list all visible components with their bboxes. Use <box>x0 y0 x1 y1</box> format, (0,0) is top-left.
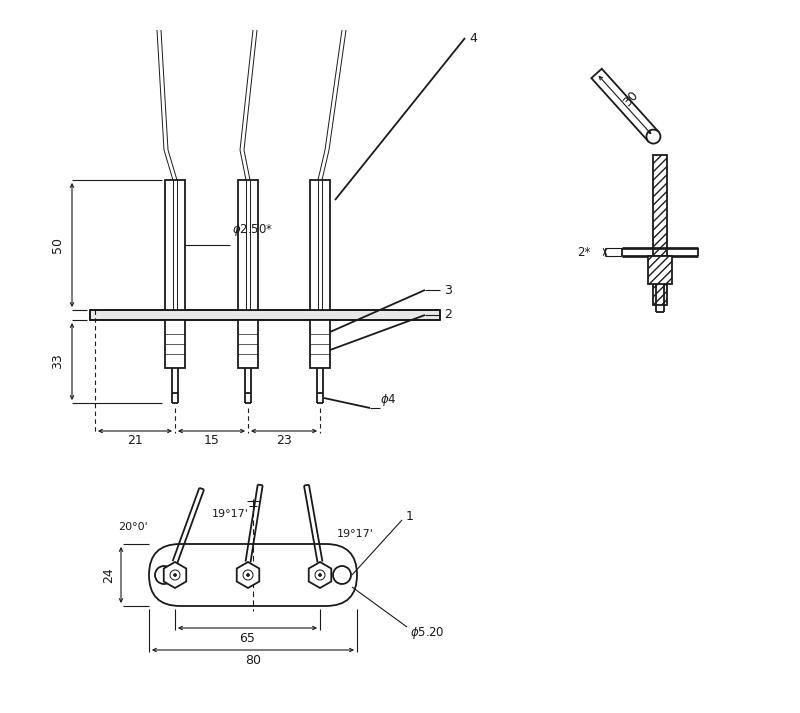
Bar <box>238 320 258 368</box>
Bar <box>648 256 672 284</box>
Text: 2: 2 <box>444 309 452 322</box>
Text: 20°0': 20°0' <box>118 522 148 532</box>
Bar <box>310 180 330 310</box>
Text: 80: 80 <box>245 655 261 667</box>
Bar <box>238 180 258 310</box>
Circle shape <box>170 570 180 580</box>
Circle shape <box>243 570 253 580</box>
Text: 24: 24 <box>102 567 115 583</box>
Polygon shape <box>164 562 186 588</box>
Text: 4: 4 <box>469 31 477 44</box>
Circle shape <box>315 570 325 580</box>
Circle shape <box>174 573 177 577</box>
Text: $\phi$4: $\phi$4 <box>380 392 397 408</box>
Circle shape <box>646 130 661 143</box>
Text: 23: 23 <box>276 434 292 448</box>
Bar <box>653 155 667 305</box>
Bar <box>310 320 330 368</box>
Text: 21: 21 <box>127 434 143 448</box>
Circle shape <box>318 573 322 577</box>
Circle shape <box>155 566 173 584</box>
Text: 19°17': 19°17' <box>337 529 374 539</box>
Bar <box>90 310 440 320</box>
Text: 65: 65 <box>239 632 255 645</box>
Circle shape <box>246 573 250 577</box>
Text: 2*: 2* <box>578 245 591 259</box>
Text: 3: 3 <box>444 284 452 297</box>
Polygon shape <box>309 562 331 588</box>
Text: $\phi$2.50*: $\phi$2.50* <box>232 222 274 238</box>
Bar <box>165 320 185 368</box>
Circle shape <box>333 566 351 584</box>
Text: 1: 1 <box>406 511 414 523</box>
FancyBboxPatch shape <box>149 544 357 606</box>
Polygon shape <box>591 68 658 141</box>
Text: 50: 50 <box>51 237 65 253</box>
Text: 30: 30 <box>621 88 641 109</box>
Text: 33: 33 <box>51 354 65 369</box>
Bar <box>165 180 185 310</box>
Text: $\phi$5.20: $\phi$5.20 <box>410 625 445 641</box>
Polygon shape <box>237 562 259 588</box>
Text: 15: 15 <box>203 434 219 448</box>
Text: 19°17': 19°17' <box>211 509 249 519</box>
